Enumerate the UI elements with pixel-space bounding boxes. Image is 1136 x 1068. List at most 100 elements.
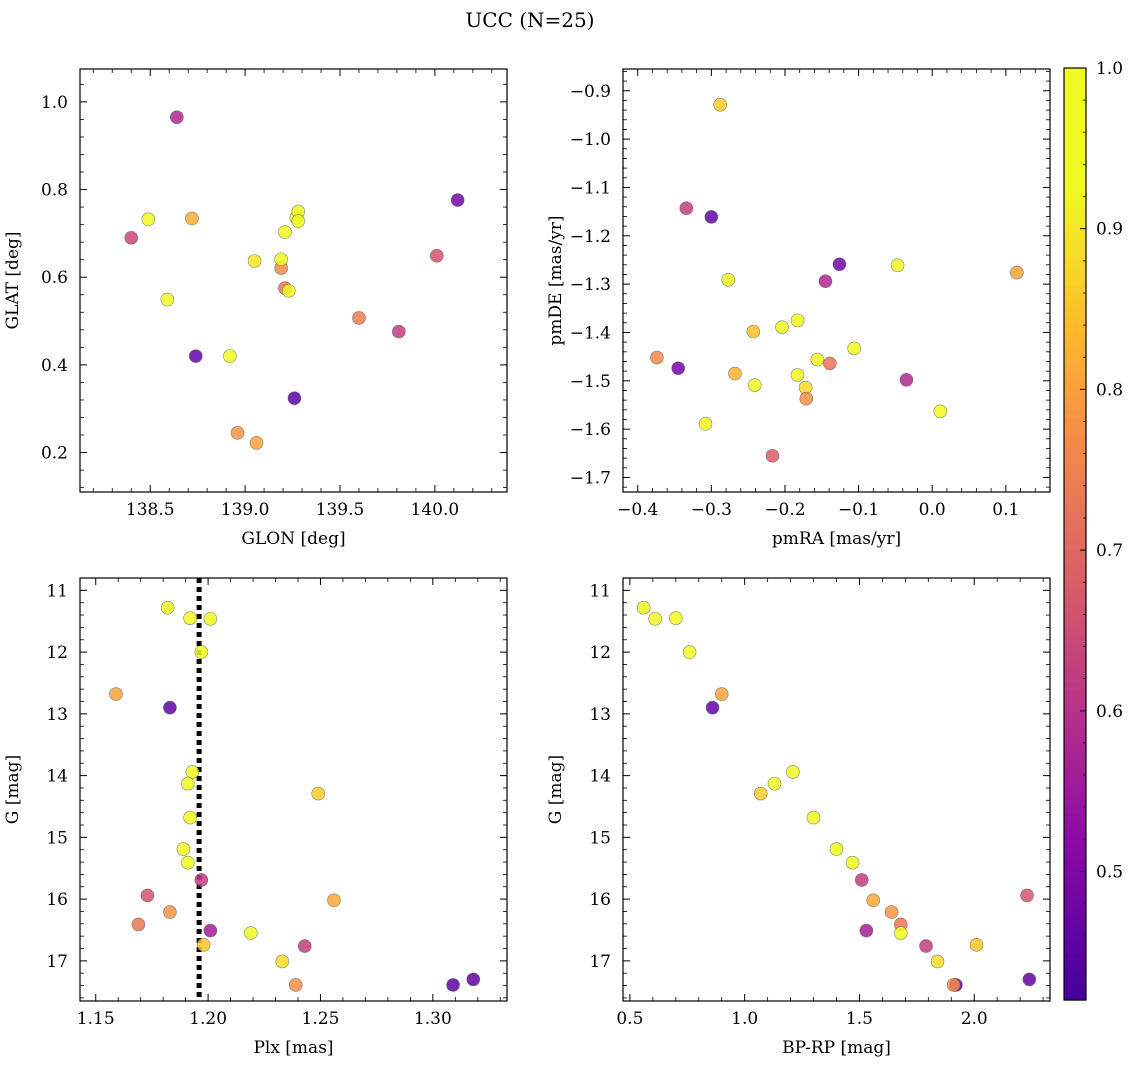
colorbar-segment: [1064, 285, 1086, 294]
colorbar-segment: [1064, 829, 1086, 838]
data-point: [790, 368, 805, 382]
colorbar-segment: [1064, 526, 1086, 535]
colorbar-segment: [1064, 922, 1086, 931]
colorbar-segment: [1064, 836, 1086, 846]
data-point: [230, 426, 245, 440]
data-point: [194, 645, 209, 659]
colorbar-segment: [1064, 207, 1086, 217]
colorbar-segment: [1064, 735, 1086, 745]
colorbar-segment: [1064, 627, 1086, 636]
data-point: [188, 349, 203, 363]
data-point: [679, 201, 694, 216]
colorbar-segment: [1064, 495, 1086, 504]
colorbar-segment: [1064, 215, 1086, 224]
y-tick-label: 14: [589, 767, 611, 787]
y-tick-label: 0.8: [41, 181, 68, 201]
data-point: [682, 645, 697, 659]
data-point: [636, 600, 651, 615]
data-point: [698, 417, 713, 431]
colorbar-segment: [1064, 394, 1086, 403]
x-tick-label: 140.0: [411, 500, 460, 520]
panel-glon-glat: 138.5 139.0 139.5 140.0 0.2 0.4 0.6 0.8 1.0 GLON …: [3, 68, 508, 549]
colorbar-segment: [1064, 883, 1086, 892]
colorbar-segment: [1064, 588, 1086, 597]
colorbar-segment: [1064, 689, 1086, 698]
colorbar-segment: [1064, 961, 1086, 970]
data-point: [297, 939, 312, 953]
data-point: [203, 611, 218, 626]
data-point: [859, 923, 874, 938]
colorbar-segment: [1064, 751, 1086, 760]
colorbar-segment: [1064, 634, 1086, 644]
axes-frame: [79, 577, 508, 1002]
data-point: [829, 842, 844, 856]
colorbar-segment: [1064, 697, 1086, 706]
colorbar-segment: [1064, 106, 1086, 116]
data-point: [810, 352, 825, 367]
data-point: [131, 917, 146, 932]
data-point: [854, 873, 869, 887]
figure-title: UCC (N=25): [465, 8, 594, 32]
colorbar-segment: [1064, 844, 1086, 854]
data-point: [278, 225, 292, 239]
x-tick-label: −0.3: [691, 500, 732, 520]
data-point: [249, 436, 264, 450]
x-tick-label: −0.2: [764, 500, 805, 520]
axes-frame: [622, 577, 1051, 1002]
colorbar-segment: [1064, 137, 1086, 147]
colorbar-segment: [1064, 122, 1086, 131]
colorbar-segment: [1064, 487, 1086, 496]
data-point: [124, 230, 139, 245]
data-point: [669, 611, 683, 625]
colorbar-segment: [1064, 510, 1086, 520]
data-point: [930, 954, 945, 969]
data-point: [196, 938, 211, 952]
colorbar-segment: [1064, 130, 1086, 139]
data-point: [141, 212, 156, 227]
panel-bprp-g: 0.5 1.0 1.5 2.0 11 12 13 14 15 16 17 BP-RP [mag] G […: [546, 577, 1051, 1058]
y-tick-label: 0.2: [41, 444, 68, 464]
data-point: [244, 926, 258, 940]
x-tick-label: 1.15: [77, 1009, 115, 1029]
colorbar-segment: [1064, 681, 1086, 690]
colorbar-segment: [1064, 798, 1086, 807]
x-tick-label: 139.5: [316, 500, 365, 520]
x-tick-label: 0.5: [616, 1009, 643, 1029]
x-tick-label: −0.4: [617, 500, 658, 520]
data-point: [919, 939, 933, 953]
colorbar-segment: [1064, 891, 1086, 900]
data-point: [287, 391, 302, 405]
colorbar-segment: [1064, 930, 1086, 939]
colorbar: 0.5 0.6 0.7 0.8 0.9 1.0: [1063, 59, 1123, 1001]
colorbar-segment: [1064, 565, 1086, 574]
colorbar-segment: [1064, 666, 1086, 675]
x-tick-label: 1.20: [189, 1009, 227, 1029]
data-point: [275, 954, 290, 969]
y-tick-label: 12: [46, 643, 68, 663]
data-point: [767, 776, 782, 791]
data-point: [866, 893, 881, 908]
colorbar-segment: [1064, 557, 1086, 566]
data-point: [648, 611, 662, 626]
colorbar-segment: [1064, 650, 1086, 659]
colorbar-segment: [1064, 293, 1086, 302]
data-point: [429, 248, 444, 263]
data-point: [790, 313, 805, 328]
colorbar-tick-label: 1.0: [1096, 59, 1123, 79]
colorbar-segment: [1064, 254, 1086, 263]
colorbar-segment: [1064, 417, 1086, 426]
colorbar-segment: [1064, 440, 1086, 450]
panel-plx-g: 1.15 1.20 1.25 1.30 11 12 13 14 15 16 17 Plx [mas] G…: [3, 577, 508, 1058]
x-tick-label: 139.0: [221, 500, 270, 520]
colorbar-segment: [1064, 720, 1086, 729]
data-point: [847, 341, 861, 356]
data-point: [160, 292, 175, 307]
y-tick-label: 15: [46, 828, 68, 848]
data-point: [721, 272, 736, 287]
data-point: [181, 776, 195, 791]
y-tick-label: −1.0: [570, 130, 611, 150]
colorbar-segment: [1064, 953, 1086, 962]
data-point: [823, 356, 837, 371]
data-point: [291, 214, 306, 228]
